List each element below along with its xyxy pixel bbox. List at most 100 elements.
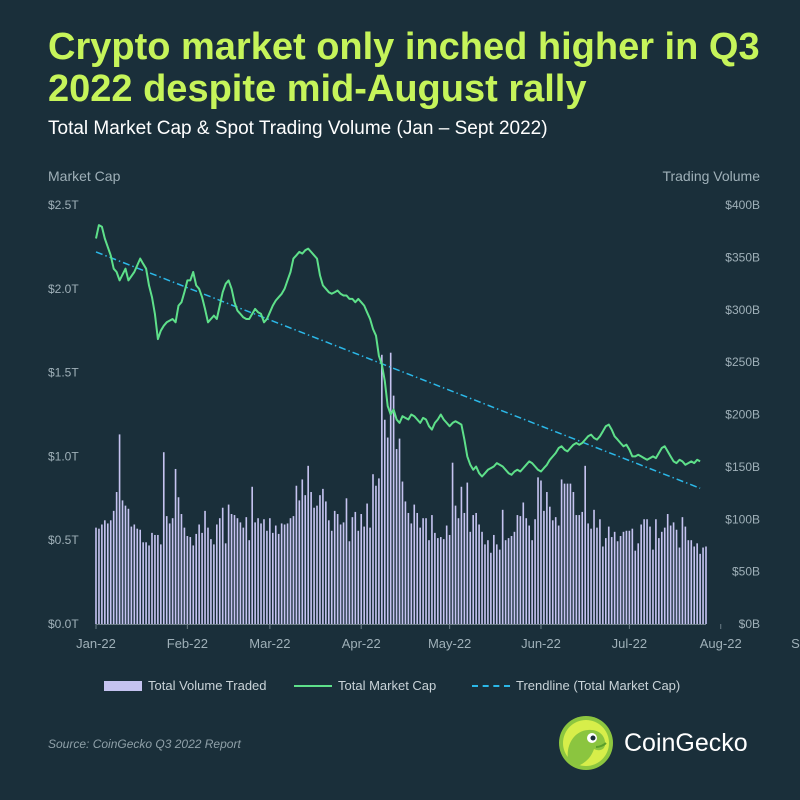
volume-bar <box>304 495 307 624</box>
right-tick-label: $250B <box>725 355 760 369</box>
volume-bar <box>572 492 575 624</box>
volume-bar <box>504 540 507 624</box>
left-tick-label: $2.5T <box>48 198 79 212</box>
volume-bar <box>104 520 106 624</box>
volume-bar <box>216 524 218 624</box>
volume-bar <box>439 537 442 624</box>
right-tick-label: $350B <box>725 250 760 264</box>
volume-bar <box>186 536 189 624</box>
volume-bar <box>445 525 448 624</box>
volume-bar <box>307 465 309 624</box>
volume-bar <box>463 512 466 624</box>
volume-bar <box>640 524 642 624</box>
volume-bar <box>310 492 312 624</box>
volume-bar <box>221 507 224 624</box>
volume-bar <box>148 545 150 624</box>
volume-bars <box>95 352 707 624</box>
x-tick-label: Jul-22 <box>612 636 647 651</box>
volume-bar <box>575 515 578 624</box>
volume-bar <box>431 515 433 624</box>
legend-market-cap-label: Total Market Cap <box>338 678 437 693</box>
volume-bar <box>177 497 180 624</box>
volume-bar <box>224 543 227 624</box>
volume-bar <box>204 510 206 624</box>
volume-bar <box>437 538 439 624</box>
volume-bar <box>549 506 551 624</box>
volume-bar <box>510 536 513 624</box>
volume-bar <box>666 514 669 624</box>
volume-bar <box>118 434 121 624</box>
volume-bar <box>245 517 248 624</box>
volume-bar <box>157 534 159 624</box>
volume-bar <box>106 523 109 624</box>
volume-bar <box>643 519 645 624</box>
volume-bar <box>210 539 212 624</box>
volume-bar <box>381 354 383 624</box>
legend-item-trendline: Trendline (Total Market Cap) <box>472 678 680 693</box>
volume-bar <box>625 530 628 624</box>
volume-bar <box>675 529 678 624</box>
left-tick-label: $0.5T <box>48 533 79 547</box>
volume-bar <box>448 534 451 624</box>
legend-trendline-swatch <box>472 684 510 687</box>
volume-bar <box>295 485 298 624</box>
volume-bar <box>115 492 118 624</box>
volume-bar <box>584 465 586 624</box>
legend-market-cap-swatch <box>294 684 332 687</box>
volume-bar <box>233 515 236 624</box>
chart-subtitle: Total Market Cap & Spot Trading Volume (… <box>48 118 548 139</box>
volume-bar <box>513 531 516 624</box>
right-tick-label: $50B <box>732 565 760 579</box>
volume-bar <box>484 544 486 624</box>
chart-title: Crypto market only inched higher in Q3 2… <box>48 26 760 110</box>
volume-bar <box>254 522 256 624</box>
volume-bar <box>607 526 610 624</box>
right-tick-label: $400B <box>725 198 760 212</box>
volume-bar <box>189 537 192 624</box>
volume-bar <box>690 540 693 624</box>
volume-bar <box>498 549 501 624</box>
volume-bar <box>263 519 265 624</box>
volume-bar <box>419 527 421 624</box>
x-tick-label: Feb-22 <box>167 636 208 651</box>
volume-bar <box>602 546 604 624</box>
volume-bar <box>551 520 554 624</box>
volume-bar <box>416 512 419 624</box>
right-tick-label: $300B <box>725 303 760 317</box>
volume-bar <box>678 547 681 624</box>
volume-bar <box>507 538 510 624</box>
volume-bar <box>590 528 592 624</box>
volume-bar <box>195 533 197 624</box>
volume-bar <box>481 531 483 624</box>
volume-bar <box>251 486 253 624</box>
volume-bar <box>519 516 522 624</box>
volume-bar <box>578 515 581 624</box>
volume-bar <box>610 537 613 624</box>
volume-bar <box>495 544 498 624</box>
legend-trendline-label: Trendline (Total Market Cap) <box>516 678 681 693</box>
volume-bar <box>207 527 209 624</box>
volume-bar <box>469 531 472 624</box>
trendline <box>95 251 701 489</box>
volume-bar <box>378 478 380 624</box>
volume-bar <box>587 523 589 624</box>
legend-volume-swatch <box>104 680 142 691</box>
coingecko-brand: CoinGecko <box>558 715 748 771</box>
volume-bar <box>652 549 654 624</box>
volume-bar <box>655 519 657 624</box>
volume-bar <box>681 517 684 624</box>
right-axis-title: Trading Volume <box>662 168 760 184</box>
brand-name: CoinGecko <box>624 728 748 757</box>
volume-bar <box>401 481 404 624</box>
volume-bar <box>162 452 165 624</box>
volume-bar <box>139 529 142 624</box>
volume-bar <box>660 531 663 624</box>
volume-bar <box>649 526 651 624</box>
volume-bar <box>434 532 436 624</box>
volume-bar <box>634 550 637 624</box>
volume-bar <box>124 505 127 624</box>
volume-bar <box>327 520 330 624</box>
volume-bar <box>375 485 377 624</box>
volume-bar <box>398 438 401 624</box>
